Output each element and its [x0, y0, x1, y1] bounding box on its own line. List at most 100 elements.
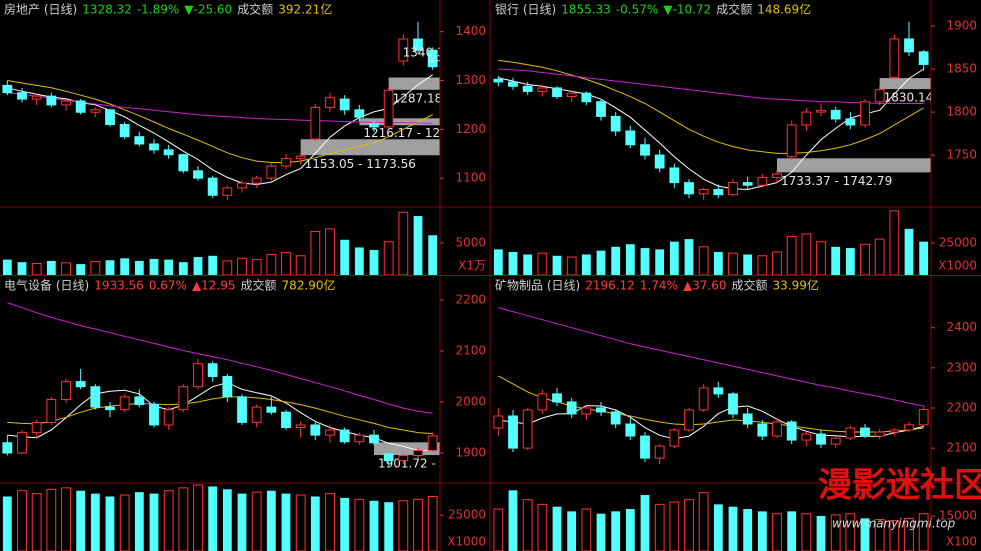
watermark-url: www.manyingmi.top: [832, 517, 956, 531]
candle-body: [266, 406, 277, 413]
candle-body: [149, 143, 159, 151]
candle-body: [596, 101, 606, 117]
volume-tick-label: 25000: [448, 508, 486, 522]
volume-bar: [369, 500, 379, 551]
y-tick-label: 1900: [946, 19, 977, 33]
volume-bar: [383, 241, 394, 276]
candle-body: [119, 123, 130, 138]
panel: 1901.72 - 19: [2, 302, 440, 551]
candle-body: [427, 49, 438, 68]
volume-bar: [31, 493, 42, 551]
volume-bar: [178, 262, 188, 275]
candle-body: [874, 89, 885, 103]
volume-bar: [698, 492, 709, 551]
candle-body: [889, 38, 900, 79]
candle-body: [596, 407, 606, 413]
candle-body: [237, 396, 247, 423]
y-tick-label: 1100: [455, 171, 486, 185]
header-text: 1.74%: [640, 279, 678, 293]
volume-bar: [640, 248, 650, 275]
header-text: 银行 (日线): [495, 3, 556, 17]
volume-bar: [222, 489, 232, 551]
candle-body: [904, 38, 914, 53]
candle-body: [310, 424, 321, 436]
candle-body: [90, 386, 101, 408]
y-tick-label: 1750: [946, 148, 977, 162]
candle-body: [625, 130, 636, 146]
header-text: 33.99亿: [773, 278, 819, 293]
candle-body: [537, 393, 548, 411]
header-text: 成交额: [237, 2, 273, 17]
candle-body: [654, 154, 665, 169]
volume-bar: [398, 500, 409, 551]
candle-body: [669, 429, 680, 447]
y-tick-label: 2000: [455, 395, 486, 409]
candle-body: [31, 421, 42, 434]
candle-body: [354, 434, 365, 443]
candle-body: [860, 101, 870, 126]
volume-bar: [566, 256, 577, 276]
candle-body: [508, 81, 518, 87]
candle-body: [845, 118, 856, 126]
volume-bar: [523, 254, 533, 275]
volume-bar: [684, 239, 694, 275]
volume-bar: [105, 260, 115, 275]
volume-bar: [904, 517, 914, 551]
volume-bar: [251, 491, 262, 551]
candle-body: [640, 144, 650, 156]
volume-bar: [889, 210, 900, 276]
header-text: -0.57%: [616, 3, 658, 17]
candle-body: [742, 182, 753, 186]
volume-bar: [684, 499, 694, 551]
candle-body: [427, 435, 438, 451]
candle-body: [522, 85, 533, 92]
volume-bar: [237, 257, 247, 276]
volume-bar: [508, 251, 518, 275]
volume-bar: [398, 211, 409, 276]
volume-bar: [193, 257, 203, 275]
volume-bar: [845, 248, 855, 275]
candle-body: [698, 189, 709, 195]
volume-bar: [266, 490, 276, 551]
candle-body: [889, 429, 900, 433]
ma-line: [7, 80, 433, 163]
y-tick-label: 2300: [946, 360, 977, 374]
volume-bar: [860, 243, 870, 276]
volume-bar: [581, 254, 591, 275]
header-text: 矿物制品 (日线): [495, 279, 580, 293]
y-tick-label: 2400: [946, 320, 977, 334]
ma-line: [498, 68, 924, 104]
candle-body: [398, 38, 409, 62]
volume-bar: [325, 493, 335, 551]
candle-body: [251, 406, 262, 423]
candle-body: [413, 38, 423, 51]
candle-body: [207, 177, 218, 196]
volume-bar: [2, 496, 12, 551]
gap-band: [300, 139, 440, 156]
volume-bar: [90, 261, 101, 276]
candle-body: [772, 421, 782, 437]
watermark: 漫影迷社区: [818, 466, 981, 506]
volume-bar: [222, 260, 233, 276]
volume-bar: [537, 503, 548, 551]
candle-body: [713, 189, 724, 196]
candle-body: [46, 95, 57, 106]
ma-line: [7, 302, 433, 414]
price-mark-label: 1340.38: [403, 45, 453, 59]
candle-body: [816, 109, 826, 113]
candle-body: [566, 92, 577, 98]
volume-bar: [340, 239, 350, 275]
candle-body: [801, 111, 812, 126]
candle-body: [581, 407, 592, 415]
volume-tick-label: 5000: [455, 235, 486, 249]
candle-body: [310, 106, 321, 140]
header-text: 1933.56: [94, 279, 144, 293]
header-text: 782.90亿: [282, 278, 336, 293]
candle-body: [17, 432, 27, 454]
volume-bar: [698, 246, 709, 276]
candle-body: [383, 453, 394, 462]
ma-line: [498, 307, 924, 407]
volume-tick-label: 15000: [939, 509, 977, 523]
volume-bar: [149, 493, 159, 551]
candle-body: [522, 409, 533, 449]
